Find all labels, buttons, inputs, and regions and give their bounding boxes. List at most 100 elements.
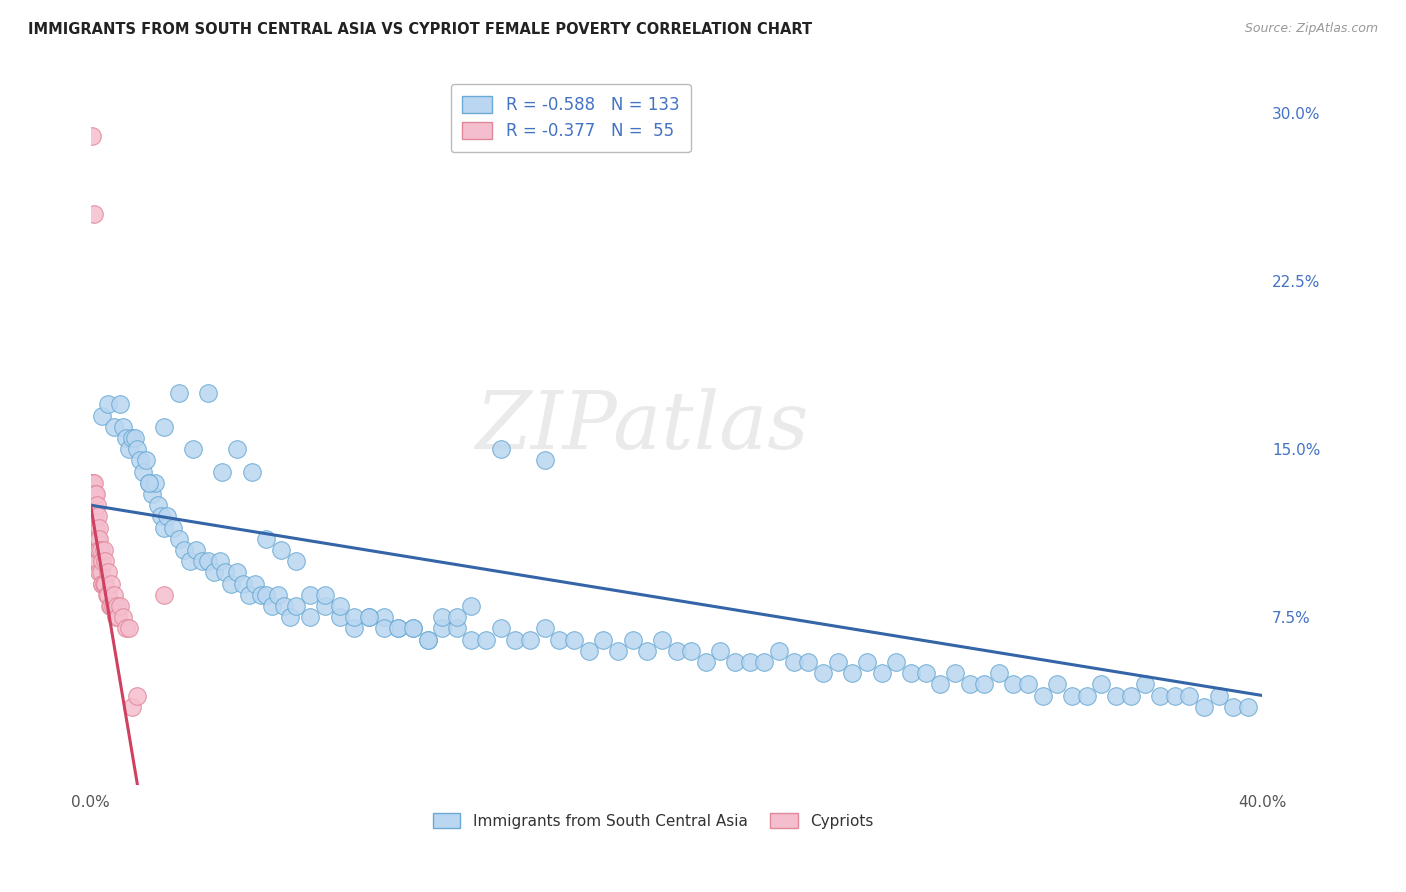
Point <box>121 699 143 714</box>
Point <box>1178 689 1201 703</box>
Point <box>146 498 169 512</box>
Point <box>446 610 468 624</box>
Point <box>870 666 893 681</box>
Point <box>299 610 322 624</box>
Point <box>211 465 233 479</box>
Point <box>89 532 111 546</box>
Point <box>100 576 122 591</box>
Point <box>90 576 112 591</box>
Point <box>1208 689 1230 703</box>
Point <box>987 666 1010 681</box>
Point <box>111 419 134 434</box>
Point <box>107 610 129 624</box>
Point <box>1105 689 1128 703</box>
Point <box>80 520 103 534</box>
Point <box>179 554 201 568</box>
Point <box>118 621 141 635</box>
Point <box>83 475 105 490</box>
Point <box>254 532 277 546</box>
Point <box>900 666 922 681</box>
Text: ZIPatlas: ZIPatlas <box>475 388 808 466</box>
Point <box>181 442 204 457</box>
Point <box>238 588 260 602</box>
Point <box>80 475 103 490</box>
Point <box>811 666 834 681</box>
Point <box>357 610 380 624</box>
Point <box>460 599 482 613</box>
Point <box>768 644 790 658</box>
Point <box>973 677 995 691</box>
Point <box>101 599 124 613</box>
Point <box>387 621 409 635</box>
Point <box>191 554 214 568</box>
Point <box>724 655 747 669</box>
Point <box>162 520 184 534</box>
Point <box>91 409 114 423</box>
Point <box>1090 677 1112 691</box>
Point <box>329 610 352 624</box>
Point <box>519 632 541 647</box>
Point <box>118 442 141 457</box>
Point <box>402 621 425 635</box>
Point <box>1002 677 1025 691</box>
Point <box>87 554 110 568</box>
Point <box>299 588 322 602</box>
Point <box>121 431 143 445</box>
Point <box>232 576 254 591</box>
Point <box>93 576 115 591</box>
Point <box>153 520 176 534</box>
Point <box>1076 689 1098 703</box>
Point <box>249 588 271 602</box>
Point <box>226 442 249 457</box>
Point <box>489 621 512 635</box>
Point <box>127 689 149 703</box>
Point <box>243 576 266 591</box>
Point <box>87 520 110 534</box>
Point <box>149 509 172 524</box>
Point <box>173 543 195 558</box>
Point <box>665 644 688 658</box>
Point <box>1135 677 1157 691</box>
Point <box>86 532 108 546</box>
Point <box>1149 689 1171 703</box>
Point <box>1032 689 1054 703</box>
Point <box>93 543 115 558</box>
Point <box>1192 699 1215 714</box>
Point <box>97 588 120 602</box>
Point <box>314 588 336 602</box>
Point <box>108 397 131 411</box>
Point <box>108 599 131 613</box>
Point <box>87 543 110 558</box>
Point <box>681 644 703 658</box>
Point <box>87 532 110 546</box>
Point <box>98 599 121 613</box>
Point <box>103 419 125 434</box>
Point <box>262 599 284 613</box>
Point <box>533 453 555 467</box>
Point <box>884 655 907 669</box>
Point <box>636 644 658 658</box>
Point <box>430 621 453 635</box>
Point <box>1046 677 1069 691</box>
Point <box>141 487 163 501</box>
Point <box>267 588 290 602</box>
Point <box>90 543 112 558</box>
Point <box>475 632 498 647</box>
Point <box>1060 689 1083 703</box>
Point <box>254 588 277 602</box>
Point <box>90 566 112 580</box>
Point <box>343 610 366 624</box>
Point <box>111 610 134 624</box>
Point <box>533 621 555 635</box>
Point <box>138 475 160 490</box>
Point <box>278 610 301 624</box>
Point <box>103 588 125 602</box>
Point <box>797 655 820 669</box>
Point <box>83 532 105 546</box>
Point <box>1222 699 1244 714</box>
Point <box>87 509 110 524</box>
Point <box>124 431 146 445</box>
Point <box>373 621 395 635</box>
Point <box>94 554 117 568</box>
Point <box>91 554 114 568</box>
